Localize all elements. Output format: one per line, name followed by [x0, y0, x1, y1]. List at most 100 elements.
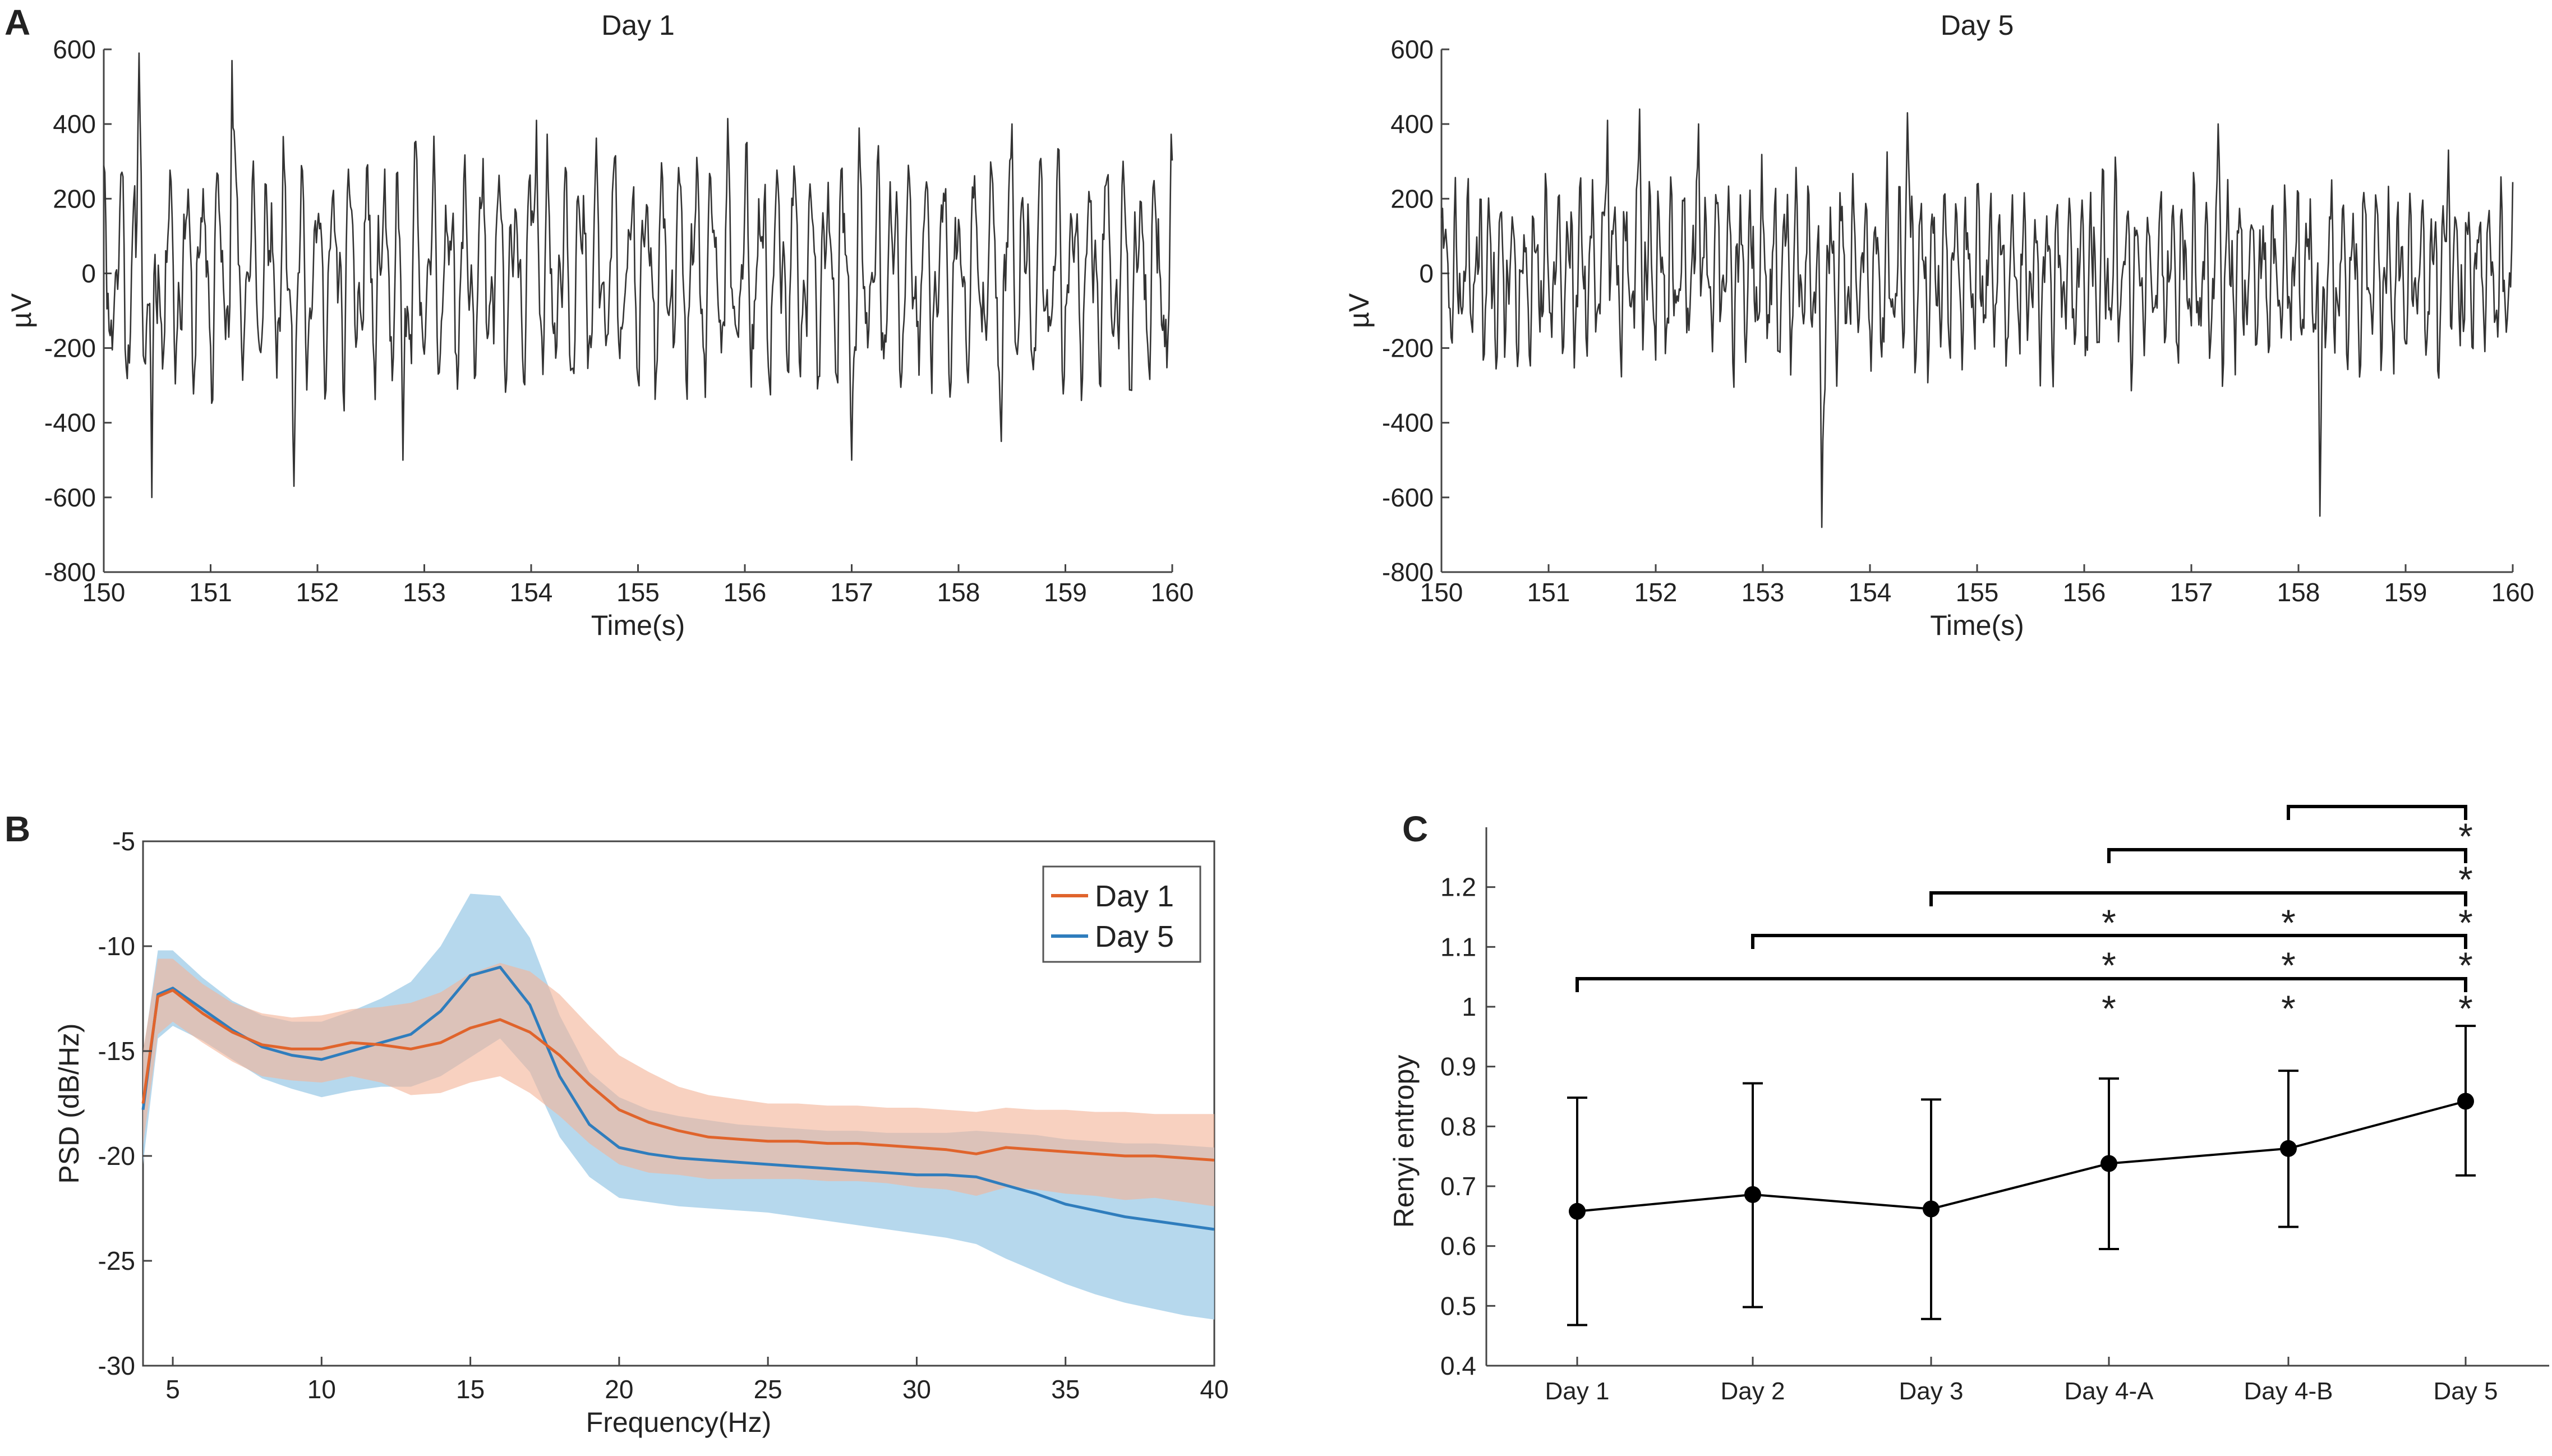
y-tick-label: -800 — [44, 557, 96, 587]
y-tick-label: 600 — [53, 35, 96, 64]
x-tick-label: 150 — [1420, 578, 1463, 607]
eeg-trace — [103, 52, 1173, 499]
confidence-band-day-5 — [143, 893, 1214, 1320]
x-tick-label: 151 — [1527, 578, 1570, 607]
x-tick-label: Day 4-A — [2065, 1377, 2154, 1405]
y-tick-label: -30 — [98, 1351, 135, 1380]
x-tick-label: Day 3 — [1899, 1377, 1964, 1405]
legend-label: Day 5 — [1095, 920, 1174, 953]
chart-title: Day 5 — [1941, 10, 2014, 41]
y-axis-label: Renyi entropy — [1388, 1055, 1420, 1228]
significance-star: * — [2102, 902, 2116, 943]
significance-bracket — [2287, 805, 2467, 820]
x-tick-label: 158 — [937, 578, 980, 607]
significance-star: * — [2281, 944, 2296, 986]
y-tick-label: 600 — [1390, 35, 1434, 64]
significance-star: * — [2458, 944, 2473, 986]
y-tick-label: -20 — [98, 1141, 135, 1171]
x-tick-label: 157 — [2170, 578, 2213, 607]
y-tick-label: 1 — [1462, 992, 1476, 1021]
x-tick-label: 156 — [724, 578, 767, 607]
significance-star: * — [2102, 988, 2116, 1029]
x-tick-label: 156 — [2063, 578, 2106, 607]
y-tick-label: 0 — [81, 259, 96, 288]
y-tick-label: 200 — [1390, 184, 1434, 213]
y-axis-label: µV — [6, 293, 37, 328]
mean-line-day-5 — [141, 965, 1215, 1231]
x-tick-label: 40 — [1200, 1375, 1228, 1404]
x-tick-label: Day 5 — [2434, 1377, 2498, 1405]
data-point — [1744, 1186, 1761, 1203]
y-tick-label: 400 — [1390, 109, 1434, 139]
y-tick-label: -600 — [44, 483, 96, 512]
panel-label-c: C — [1402, 809, 1428, 849]
y-tick-label: 1.2 — [1440, 873, 1476, 902]
y-tick-label: -200 — [44, 334, 96, 363]
x-tick-label: 152 — [1634, 578, 1678, 607]
x-tick-label: Day 2 — [1721, 1377, 1785, 1405]
data-point — [2457, 1093, 2474, 1110]
mean-line — [1577, 1100, 2466, 1213]
y-tick-label: 400 — [53, 109, 96, 139]
y-tick-label: -800 — [1382, 557, 1434, 587]
y-tick-label: 0.5 — [1440, 1291, 1476, 1320]
y-tick-label: 0.4 — [1440, 1351, 1476, 1380]
x-tick-label: 158 — [2277, 578, 2320, 607]
x-axis-label: Time(s) — [591, 610, 685, 641]
y-tick-label: -15 — [98, 1036, 135, 1066]
x-axis-label: Time(s) — [1930, 610, 2024, 641]
x-tick-label: 153 — [1742, 578, 1785, 607]
x-tick-label: 152 — [296, 578, 339, 607]
significance-star: * — [2102, 944, 2116, 986]
y-tick-label: 1.1 — [1440, 932, 1476, 961]
data-point — [2280, 1140, 2297, 1157]
x-tick-label: 155 — [1956, 578, 1999, 607]
y-tick-label: 0.8 — [1440, 1112, 1476, 1141]
legend-box — [1042, 865, 1201, 963]
confidence-band-day-1 — [143, 959, 1214, 1206]
y-tick-label: -400 — [1382, 408, 1434, 437]
significance-bracket — [1751, 934, 2467, 949]
mean-line-day-1 — [141, 989, 1215, 1162]
x-tick-label: 15 — [456, 1375, 485, 1404]
panel-label-a: A — [4, 2, 30, 43]
x-tick-label: Day 1 — [1545, 1377, 1610, 1405]
x-tick-label: 159 — [2384, 578, 2427, 607]
y-tick-label: 0 — [1419, 259, 1434, 288]
x-tick-label: 30 — [902, 1375, 931, 1404]
y-tick-label: -10 — [98, 932, 135, 961]
significance-star: * — [2458, 815, 2473, 857]
y-tick-label: -200 — [1382, 334, 1434, 363]
significance-bracket — [1929, 891, 2467, 906]
x-tick-label: 154 — [1849, 578, 1892, 607]
significance-star: * — [2458, 902, 2473, 943]
y-tick-label: -600 — [1382, 483, 1434, 512]
x-tick-label: 160 — [2491, 578, 2535, 607]
significance-star: * — [2281, 988, 2296, 1029]
x-tick-label: 157 — [830, 578, 873, 607]
significance-star: * — [2281, 902, 2296, 943]
x-tick-label: 160 — [1151, 578, 1194, 607]
x-tick-label: 155 — [616, 578, 660, 607]
y-axis-label: µV — [1343, 293, 1375, 328]
x-tick-label: 25 — [754, 1375, 782, 1404]
significance-bracket — [1576, 977, 2467, 992]
x-tick-label: Day 4-B — [2244, 1377, 2333, 1405]
x-tick-label: 154 — [510, 578, 553, 607]
renyi-entropy-chart: 0.4 0.5 0.6 0.7 0.8 0.9 1 1.1 1.2 Day 1 Day 2 Day 3… — [1388, 805, 2549, 1405]
legend-label: Day 1 — [1095, 879, 1174, 913]
y-tick-label: 0.9 — [1440, 1052, 1476, 1081]
data-point — [1923, 1200, 1940, 1218]
significance-star: * — [2458, 859, 2473, 900]
x-tick-label: 151 — [189, 578, 232, 607]
x-tick-label: 10 — [307, 1375, 336, 1404]
x-tick-label: 159 — [1044, 578, 1087, 607]
y-axis-label: PSD (dB/Hz) — [53, 1023, 85, 1183]
y-tick-label: -5 — [112, 827, 135, 856]
significance-bracket — [2107, 848, 2467, 863]
x-axis-label: Frequency(Hz) — [586, 1407, 772, 1438]
x-tick-label: 20 — [605, 1375, 633, 1404]
eeg-trace — [1440, 108, 2514, 528]
